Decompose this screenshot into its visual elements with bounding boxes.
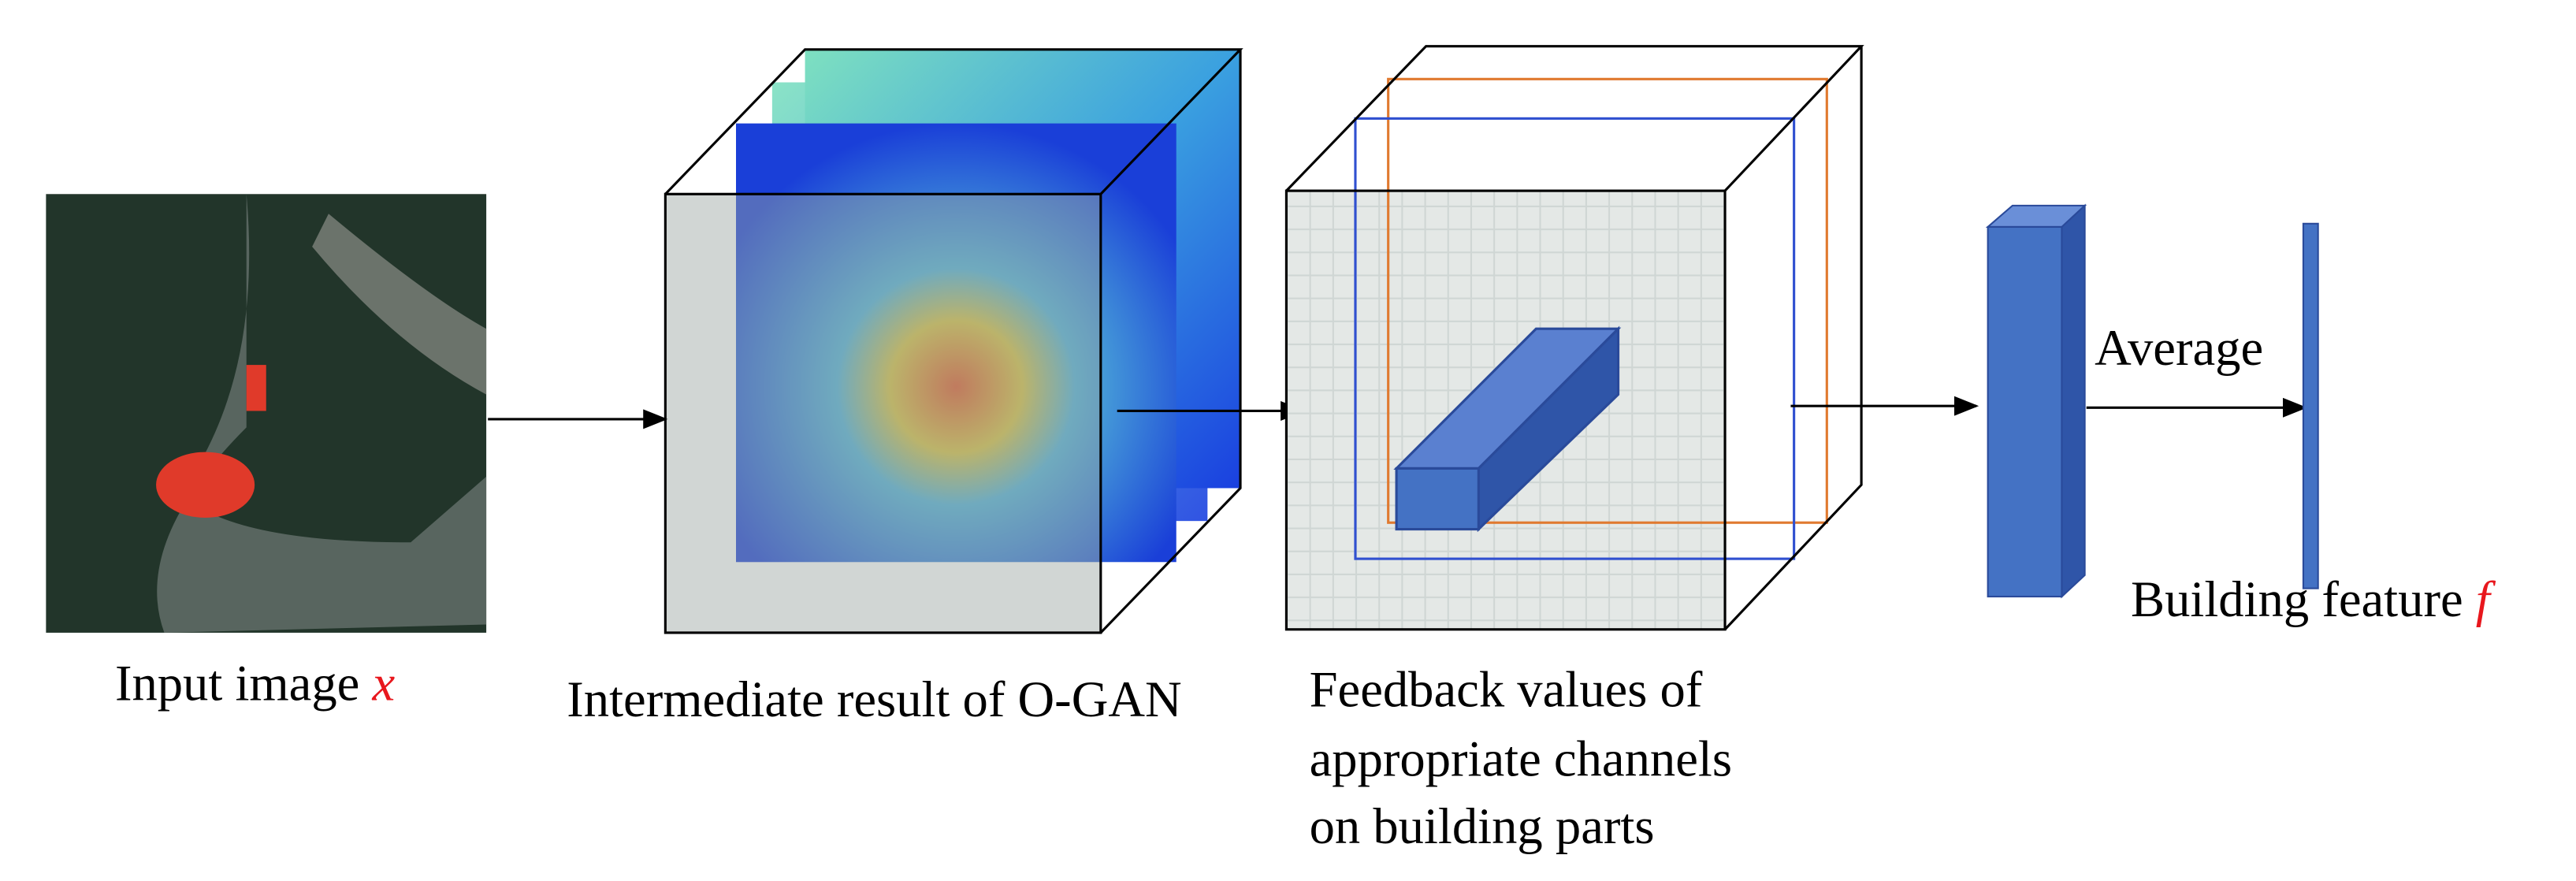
label: Building feature f [2131, 571, 2496, 627]
label-text: Input image [115, 654, 359, 711]
label-text: Building feature [2131, 571, 2463, 627]
symbol: f [2476, 571, 2496, 627]
feedback-cube [1284, 45, 1864, 631]
label: appropriate channels [1310, 730, 1732, 786]
feature-slab [1985, 203, 2087, 599]
feature-cube [664, 48, 1243, 634]
label: Input image x [115, 654, 396, 711]
feature-vector [2302, 222, 2319, 589]
label: Feedback values of [1310, 661, 1703, 718]
input-image [46, 194, 487, 633]
label: on building parts [1310, 797, 1655, 854]
label: Intermediate result of O-GAN [567, 671, 1181, 727]
symbol: x [372, 654, 396, 711]
label: Average [2095, 319, 2263, 376]
